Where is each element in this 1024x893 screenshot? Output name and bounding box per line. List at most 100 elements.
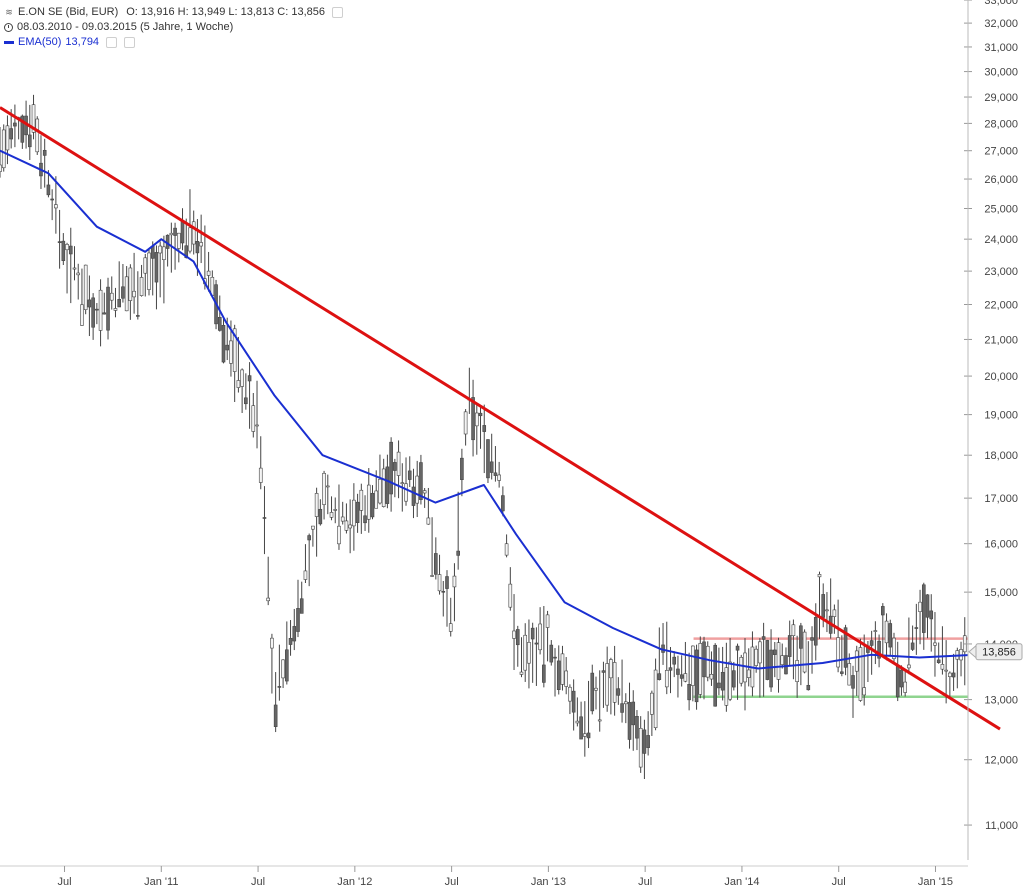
bar-body <box>478 412 483 417</box>
bar-body <box>404 483 408 502</box>
bar-body <box>836 637 840 668</box>
bar-body <box>121 286 125 299</box>
bar-body <box>653 669 658 729</box>
x-tick-label: Jul <box>832 876 846 888</box>
bar-body <box>430 575 434 577</box>
bar-body <box>623 701 628 705</box>
bar-body <box>918 601 922 612</box>
bar-body <box>355 501 360 523</box>
bar-body <box>128 267 133 301</box>
bar-body <box>843 627 848 668</box>
bar-body <box>42 149 47 156</box>
bar-body <box>337 525 341 545</box>
bar-body <box>117 298 121 308</box>
bar-body <box>307 535 311 541</box>
bar-body <box>754 648 758 666</box>
bar-body <box>344 520 349 531</box>
settings-icon[interactable] <box>106 36 118 48</box>
y-tick-label: 32,000 <box>984 18 1018 30</box>
bar-body <box>810 637 814 641</box>
bar-body <box>456 550 460 556</box>
bar-body <box>244 397 248 405</box>
indicator-lines <box>0 106 1001 731</box>
y-tick-label: 25,000 <box>984 204 1018 216</box>
bar-body <box>374 490 379 509</box>
bar-body <box>873 630 878 632</box>
bar-body <box>72 267 77 270</box>
bar-body <box>195 241 200 254</box>
bar-body <box>601 670 606 673</box>
x-tick-label: Jul <box>638 876 652 888</box>
bar-body <box>460 457 464 480</box>
bar-body <box>57 241 62 243</box>
bar-body <box>642 729 647 754</box>
y-tick-label: 20,000 <box>984 371 1018 383</box>
bar-body <box>426 517 431 525</box>
bar-body <box>80 304 84 326</box>
close-icon[interactable] <box>124 36 136 48</box>
bar-body <box>46 184 51 196</box>
bar-body <box>407 470 412 480</box>
bar-body <box>329 512 334 518</box>
bar-body <box>668 667 673 671</box>
y-tick-label: 17,000 <box>984 493 1018 505</box>
bar-body <box>95 308 99 311</box>
bar-body <box>638 728 643 768</box>
y-tick-label: 11,000 <box>985 820 1018 832</box>
bar-body <box>217 317 222 331</box>
bar-body <box>534 642 539 645</box>
bar-body <box>154 252 159 283</box>
bar-body <box>817 574 822 578</box>
bar-body <box>728 661 732 700</box>
bar-body <box>765 640 770 680</box>
bar-body <box>325 485 330 488</box>
bar-body <box>139 277 144 296</box>
bar-body <box>169 232 174 236</box>
bar-body <box>54 204 58 209</box>
bar-body <box>657 673 662 680</box>
bar-body <box>352 499 356 527</box>
bar-body <box>791 624 796 636</box>
bar-body <box>568 686 572 702</box>
y-tick-label: 12,000 <box>984 755 1018 767</box>
bar-body <box>381 468 386 507</box>
bar-body <box>892 637 896 660</box>
bar-body <box>560 653 565 685</box>
x-tick-label: Jan '11 <box>144 876 178 888</box>
bar-body <box>530 627 535 640</box>
bar-body <box>713 644 717 707</box>
bar-body <box>61 240 66 262</box>
y-tick-label: 33,000 <box>984 0 1018 7</box>
clock-icon <box>4 22 13 32</box>
bar-body <box>441 590 446 593</box>
bar-body <box>664 670 669 688</box>
bar-body <box>869 640 874 646</box>
bar-body <box>597 719 602 722</box>
bar-body <box>910 642 915 650</box>
bar-body <box>147 252 151 290</box>
y-axis: 11,00012,00013,00014,00015,00016,00017,0… <box>964 0 1018 860</box>
bar-body <box>87 299 92 308</box>
bar-body <box>579 716 583 740</box>
bar-body <box>590 672 595 712</box>
bar-body <box>497 474 501 481</box>
settings-icon[interactable] <box>332 6 344 18</box>
x-axis: Jul Jan '11 Jul Jan '12 Jul Jan '13 Jul Jan '14… <box>0 865 968 888</box>
bar-body <box>929 610 934 620</box>
bar-body <box>482 425 487 432</box>
bar-body <box>258 467 263 483</box>
bar-body <box>27 134 32 148</box>
bar-body <box>650 692 654 715</box>
bar-body <box>694 649 699 703</box>
bar-body <box>616 688 621 696</box>
bar-body <box>68 245 73 255</box>
bar-body <box>523 634 528 671</box>
bar-body <box>366 484 371 520</box>
bar-body <box>858 647 863 701</box>
bar-body <box>415 475 419 504</box>
bar-body <box>285 649 289 682</box>
bar-body <box>553 656 557 659</box>
bar-body <box>98 289 103 331</box>
bar-body <box>564 670 568 687</box>
bar-body <box>434 553 438 575</box>
